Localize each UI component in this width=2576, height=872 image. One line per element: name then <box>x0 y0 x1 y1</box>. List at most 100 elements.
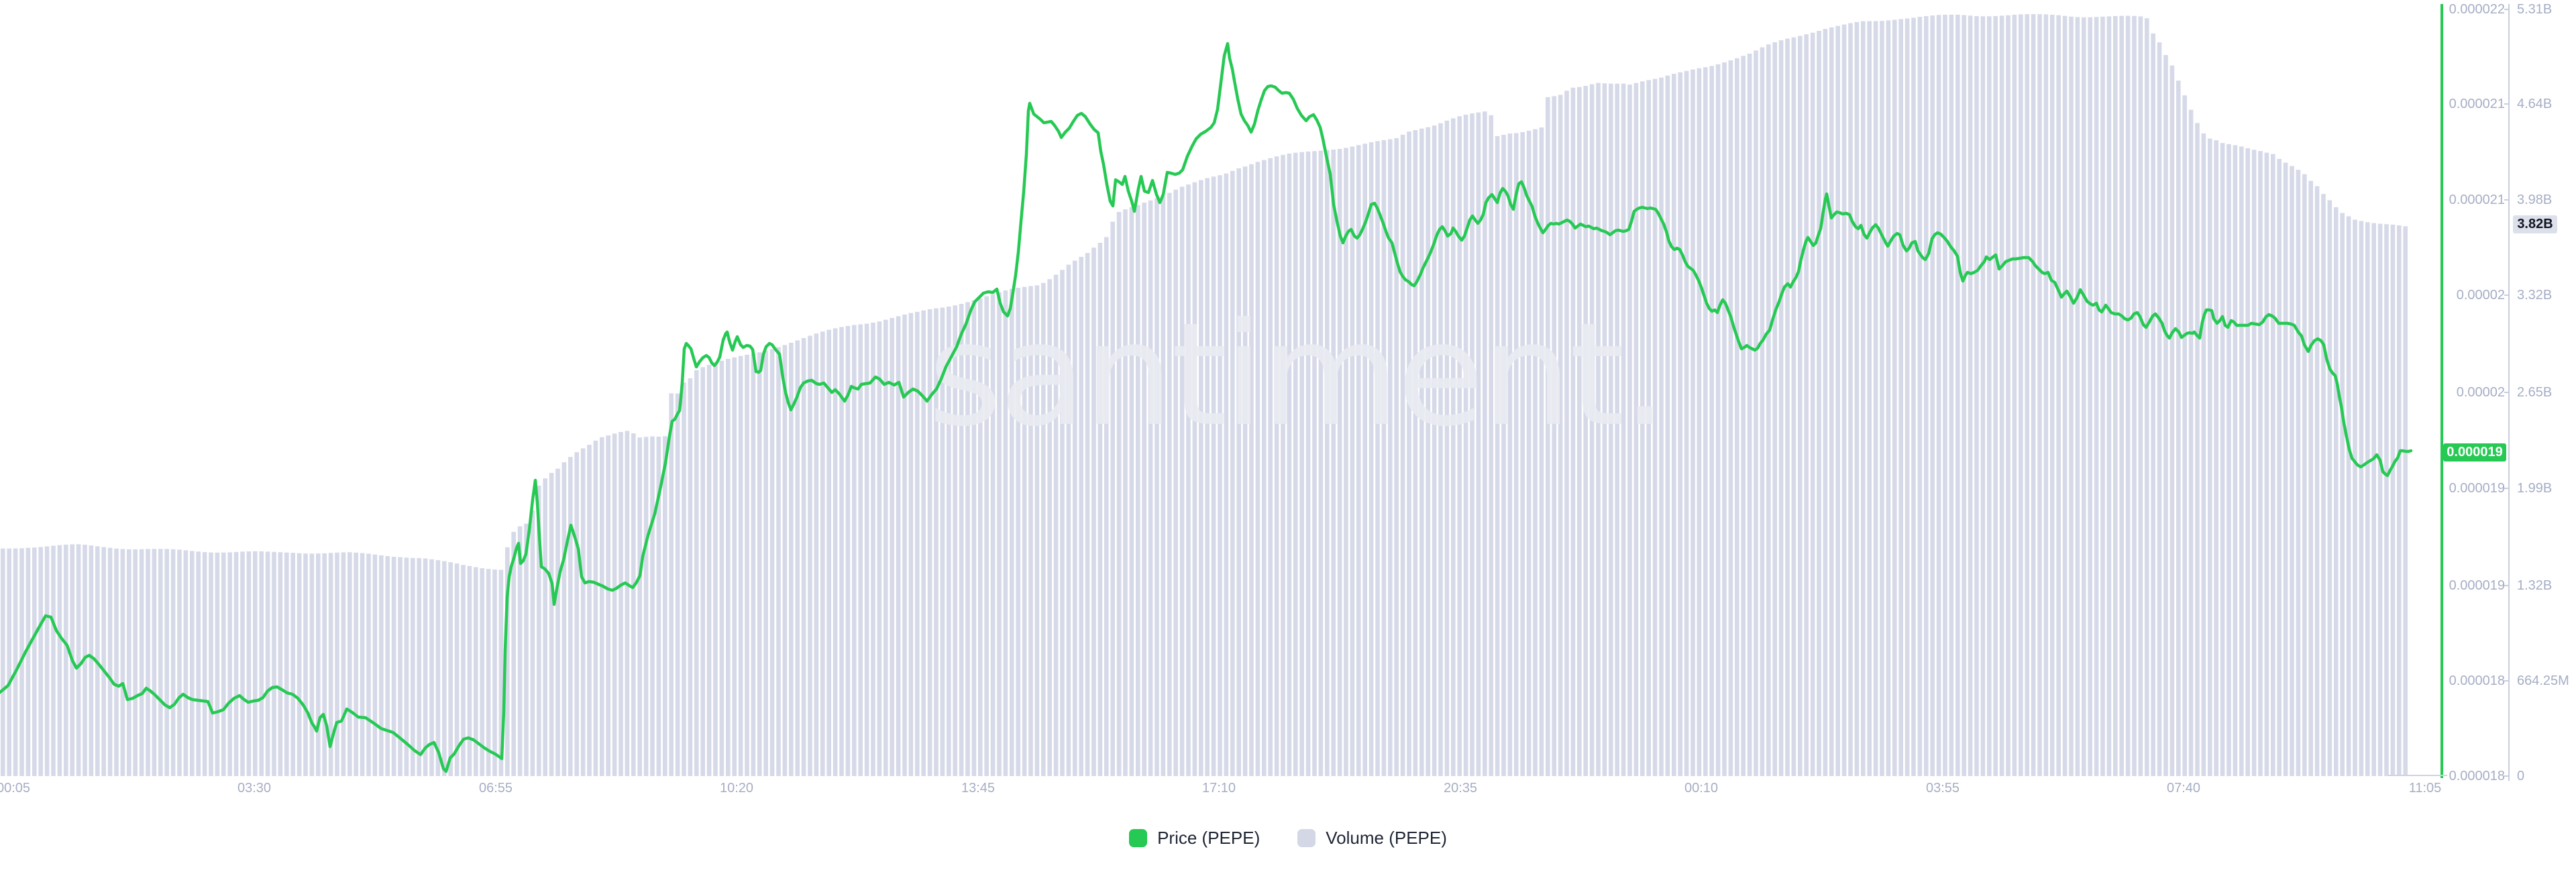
volume-bar <box>328 553 333 776</box>
volume-bar <box>1148 200 1153 776</box>
volume-bar <box>101 547 106 776</box>
volume-bar <box>1943 14 1947 776</box>
volume-bar <box>2302 174 2307 776</box>
volume-bar <box>580 448 586 776</box>
volume-bar <box>1142 203 1146 777</box>
volume-bar <box>435 560 441 776</box>
volume-bar <box>530 510 535 776</box>
volume-bar <box>612 433 617 776</box>
volume-bar <box>1633 83 1639 777</box>
volume-bar <box>2056 15 2061 777</box>
legend-item-price[interactable]: Price (PEPE) <box>1129 828 1260 849</box>
volume-bar <box>360 553 365 776</box>
volume-bar <box>2214 140 2218 777</box>
volume-bar <box>1179 186 1185 776</box>
volume-bar <box>915 311 920 776</box>
volume-bar <box>2258 151 2263 776</box>
volume-bar <box>682 382 686 776</box>
volume-bar <box>1892 19 1897 776</box>
volume-bar <box>379 555 384 776</box>
volume-bar <box>637 437 642 776</box>
volume-bar <box>423 558 428 776</box>
volume-bar <box>675 393 680 776</box>
volume-bar <box>2075 17 2080 776</box>
x-axis-tick-label: 13:45 <box>961 781 996 796</box>
volume-bar <box>1646 80 1651 776</box>
volume-bar <box>1104 237 1109 776</box>
volume-bar <box>789 343 794 776</box>
volume-bar <box>1546 97 1550 777</box>
volume-bar <box>1577 87 1582 777</box>
volume-bar <box>1041 282 1046 776</box>
volume-bar <box>366 553 371 776</box>
volume-bar <box>852 325 857 776</box>
volume-bar <box>461 565 466 776</box>
volume-bar <box>32 547 37 776</box>
volume-bar <box>2100 16 2105 776</box>
volume-bar <box>1344 148 1348 776</box>
volume-bar <box>820 331 825 776</box>
volume-bar <box>782 345 788 776</box>
volume-axis-tick-label: 3.32B <box>2517 288 2553 303</box>
volume-bar <box>745 354 749 776</box>
volume-bar <box>190 551 195 776</box>
volume-bar <box>233 551 239 776</box>
volume-bar <box>2188 109 2194 777</box>
volume-bar <box>1262 160 1267 777</box>
volume-bar <box>1438 123 1443 776</box>
volume-bar <box>959 304 964 776</box>
volume-bar <box>1596 83 1601 777</box>
plot-svg[interactable]: santiment. <box>0 0 2447 785</box>
volume-axis-tick-label: 0 <box>2517 769 2525 783</box>
volume-bar <box>1917 17 1923 777</box>
volume-bar <box>404 557 409 776</box>
volume-bar <box>947 307 951 777</box>
volume-bar <box>606 435 610 776</box>
price-axis-tick-label: 0.00002 <box>2456 385 2505 400</box>
volume-bar <box>858 324 863 777</box>
volume-bar <box>1747 54 1752 776</box>
price-axis-line <box>2440 4 2443 778</box>
volume-bar <box>511 531 516 776</box>
volume-bar <box>1886 20 1891 776</box>
legend-item-volume[interactable]: Volume (PEPE) <box>1297 828 1447 849</box>
volume-bar <box>2377 223 2383 777</box>
volume-bar <box>524 523 529 776</box>
volume-bar <box>2012 15 2017 776</box>
volume-bar <box>1520 131 1525 776</box>
volume-bar <box>1930 15 1935 777</box>
volume-bar <box>1804 34 1809 777</box>
volume-bar <box>549 473 554 776</box>
volume-bar <box>391 557 396 776</box>
volume-bar <box>1047 279 1052 776</box>
volume-bar <box>1356 145 1361 777</box>
volume-bar <box>170 549 176 776</box>
volume-bar <box>1570 87 1576 777</box>
volume-bar <box>1173 189 1178 776</box>
volume-bar <box>965 302 970 776</box>
legend-swatch-price <box>1129 829 1148 847</box>
volume-bar <box>1161 196 1166 776</box>
legend-label: Volume (PEPE) <box>1326 828 1447 848</box>
volume-bar <box>997 292 1002 776</box>
volume-bar <box>372 554 378 776</box>
volume-bar <box>1129 207 1134 776</box>
volume-bar <box>1167 193 1172 776</box>
volume-bar <box>1609 83 1613 777</box>
price-axis-tick-label: 0.000022 <box>2449 2 2505 17</box>
volume-bar <box>2125 15 2131 777</box>
x-axis-tick-label: 00:05 <box>0 781 31 796</box>
volume-bar <box>1470 113 1474 777</box>
volume-axis-tick-label: 5.31B <box>2517 2 2553 17</box>
volume-bar <box>1652 78 1658 777</box>
volume-bar <box>1299 152 1304 776</box>
volume-bar <box>146 549 150 776</box>
volume-bar <box>2251 150 2257 777</box>
volume-bar <box>1526 130 1532 776</box>
volume-bar <box>2226 144 2231 777</box>
volume-bar <box>593 440 598 776</box>
volume-bar <box>2025 14 2029 777</box>
volume-bar <box>871 323 875 776</box>
volume-bar <box>480 568 484 776</box>
